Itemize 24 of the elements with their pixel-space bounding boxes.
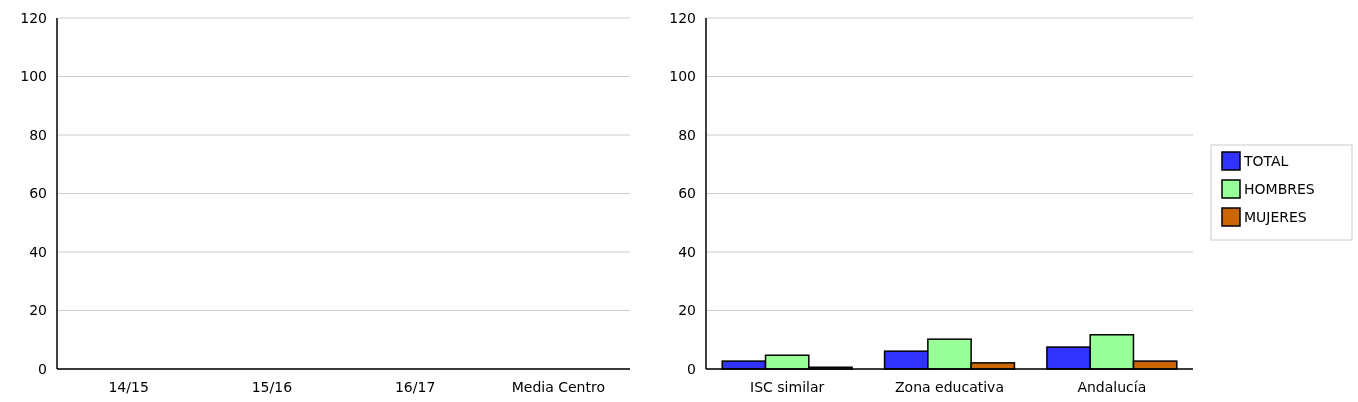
y-tick-label: 60: [678, 185, 696, 202]
y-tick-label: 0: [38, 360, 47, 377]
x-tick-label: ISC similar: [750, 379, 825, 395]
x-tick-label: Media Centro: [511, 379, 606, 395]
y-tick-label: 20: [678, 302, 696, 319]
y-tick-label: 60: [29, 185, 47, 202]
y-tick-label: 0: [687, 360, 696, 377]
legend-label: MUJERES: [1244, 208, 1307, 225]
y-tick-label: 80: [29, 126, 47, 143]
y-tick-label: 80: [678, 126, 696, 143]
legend-label: TOTAL: [1243, 152, 1289, 169]
x-tick-label: 16/17: [394, 379, 436, 395]
x-tick-label: 14/15: [108, 379, 149, 395]
y-tick-label: 100: [20, 68, 47, 85]
x-tick-label: 15/16: [251, 379, 293, 395]
y-tick-label: 120: [20, 9, 47, 26]
y-tick-label: 100: [669, 68, 696, 85]
x-tick-label: Zona educativa: [895, 379, 1004, 395]
y-tick-label: 20: [29, 302, 47, 319]
x-tick-label: Andalucía: [1077, 379, 1147, 395]
y-tick-label: 40: [678, 243, 696, 260]
legend-label: HOMBRES: [1244, 180, 1315, 197]
y-tick-label: 120: [669, 9, 696, 26]
y-tick-label: 40: [29, 243, 47, 260]
